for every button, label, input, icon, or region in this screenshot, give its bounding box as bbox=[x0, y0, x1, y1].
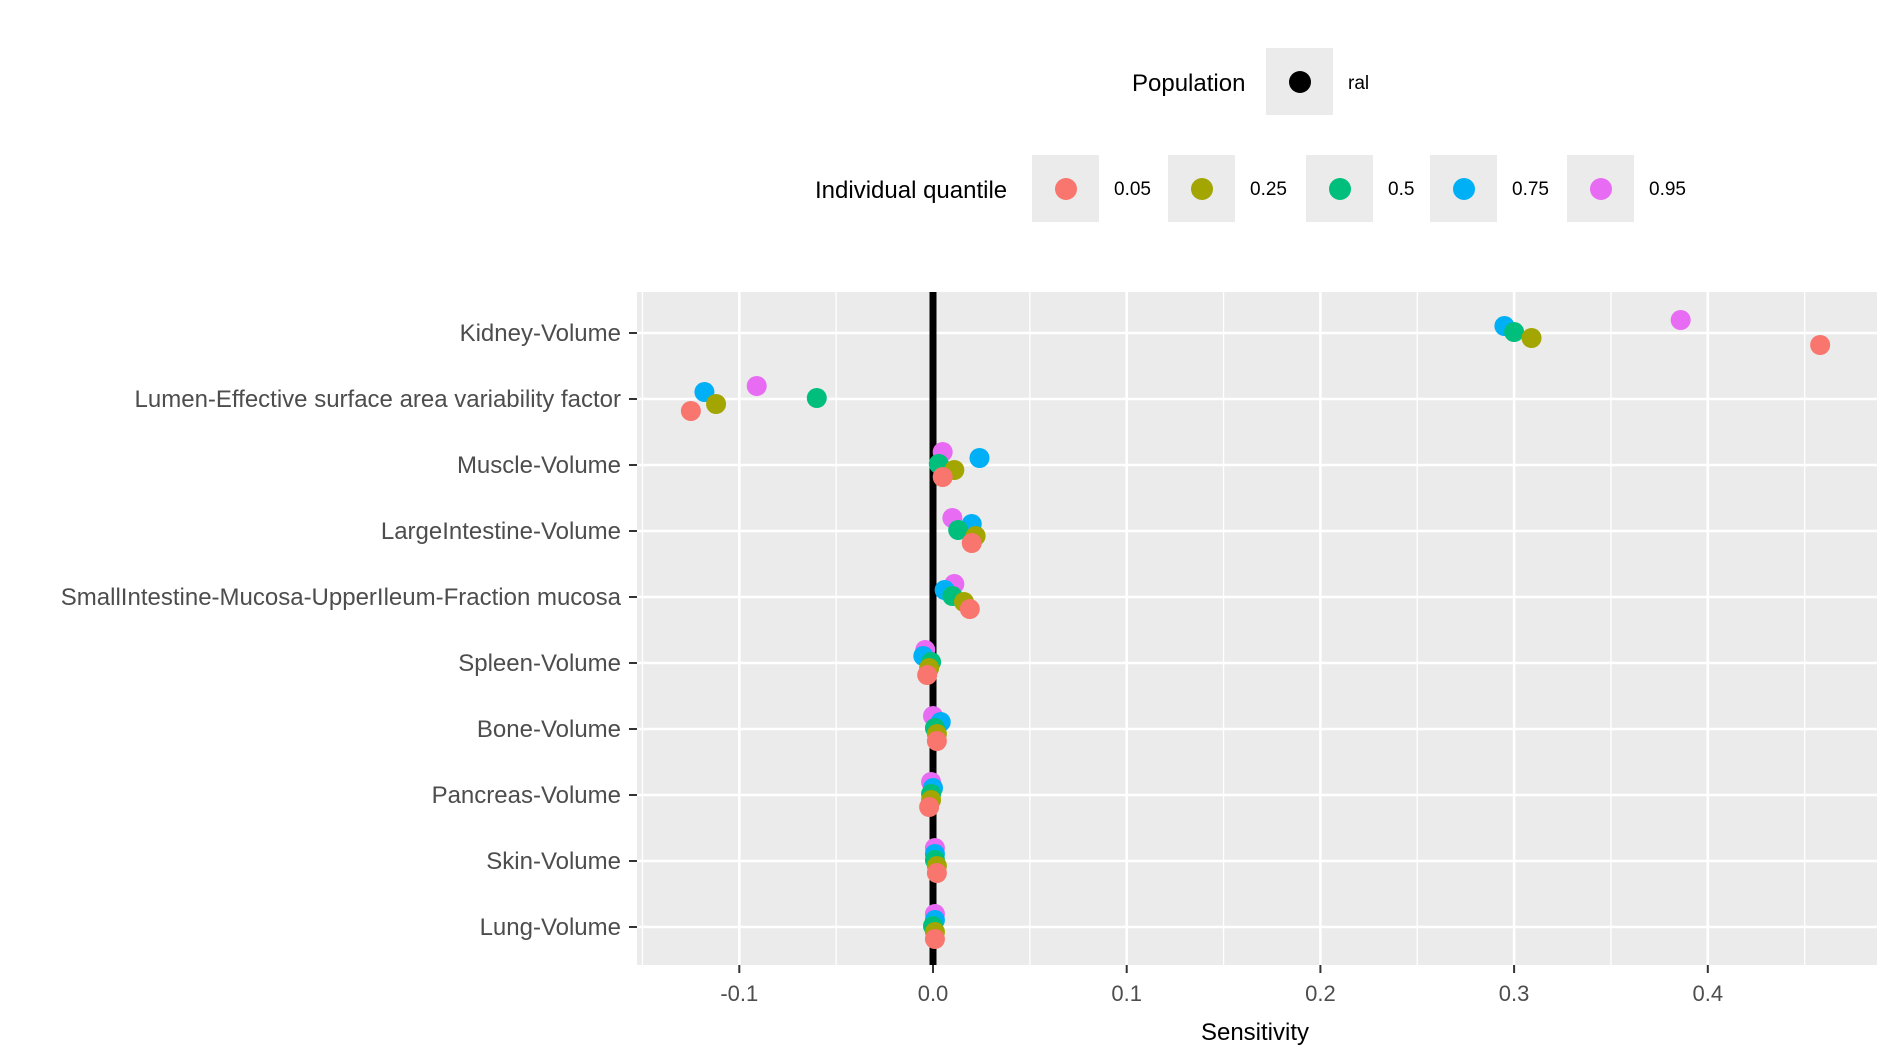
y-tick-label: Skin-Volume bbox=[486, 848, 621, 875]
legend-quantile-title: Individual quantile bbox=[815, 177, 1008, 204]
point-q0.05 bbox=[917, 665, 938, 685]
legend-quantile-key-0.5 bbox=[1306, 155, 1373, 222]
point-q0.05 bbox=[959, 599, 980, 619]
point-q0.25 bbox=[706, 394, 727, 414]
x-tick-label: 0.1 bbox=[1111, 981, 1142, 1006]
legend-dot-0.95 bbox=[1589, 177, 1612, 200]
legend-quantile-key-0.95 bbox=[1567, 155, 1634, 222]
point-q0.95 bbox=[746, 376, 767, 396]
point-q0.75 bbox=[969, 448, 990, 468]
point-q0.05 bbox=[932, 467, 953, 487]
data-points bbox=[680, 310, 1831, 949]
y-tick-label: Lung-Volume bbox=[480, 914, 621, 941]
x-tick-label: 0.0 bbox=[918, 981, 949, 1006]
point-q0.05 bbox=[1810, 335, 1831, 355]
point-q0.5 bbox=[1504, 322, 1525, 342]
y-tick-label: SmallIntestine-Mucosa-UpperIleum-Fractio… bbox=[61, 584, 622, 611]
legend-population-title: Population bbox=[1132, 70, 1246, 97]
legend-quantile-label-0.95: 0.95 bbox=[1649, 179, 1686, 200]
y-tick-label: Muscle-Volume bbox=[457, 452, 621, 479]
legend-dot-0.25 bbox=[1190, 177, 1213, 200]
y-tick-label: Bone-Volume bbox=[477, 716, 621, 743]
y-tick-label: LargeIntestine-Volume bbox=[381, 518, 621, 545]
point-q0.5 bbox=[806, 388, 827, 408]
x-tick-label: 0.4 bbox=[1693, 981, 1724, 1006]
legend-dot-0.05 bbox=[1054, 177, 1077, 200]
legend-population-key bbox=[1266, 48, 1333, 115]
legend-quantile-label-0.5: 0.5 bbox=[1388, 179, 1415, 200]
point-q0.05 bbox=[926, 863, 947, 883]
legend-population-label: ral bbox=[1348, 73, 1370, 94]
legend-quantile-label-0.75: 0.75 bbox=[1512, 179, 1549, 200]
legend-dot-0.5 bbox=[1328, 177, 1351, 200]
legend-dot-ral bbox=[1288, 70, 1311, 93]
legend-quantile-key-0.05 bbox=[1032, 155, 1099, 222]
x-tick-label: 0.2 bbox=[1305, 981, 1336, 1006]
point-q0.5 bbox=[948, 520, 969, 540]
y-tick-label: Lumen-Effective surface area variability… bbox=[135, 386, 621, 413]
legend-quantile-key-0.75 bbox=[1430, 155, 1497, 222]
legend-dot-0.75 bbox=[1452, 177, 1475, 200]
point-q0.25 bbox=[1521, 328, 1542, 348]
plot-panel bbox=[637, 292, 1877, 965]
legend-quantile-label-0.05: 0.05 bbox=[1114, 179, 1151, 200]
x-tick-label: -0.1 bbox=[720, 981, 758, 1006]
grid-major bbox=[637, 292, 1877, 965]
point-q0.05 bbox=[680, 401, 701, 421]
point-q0.05 bbox=[919, 797, 940, 817]
x-axis: -0.1 0.0 0.1 0.2 0.3 0.4 bbox=[720, 965, 1723, 1006]
point-q0.05 bbox=[961, 533, 982, 553]
point-q0.05 bbox=[924, 929, 945, 949]
legend-quantile-label-0.25: 0.25 bbox=[1250, 179, 1287, 200]
y-axis: Kidney-Volume Lumen-Effective surface are… bbox=[61, 320, 637, 941]
grid-minor bbox=[641, 292, 1806, 965]
x-axis-title: Sensitivity bbox=[1201, 1019, 1309, 1046]
x-tick-label: 0.3 bbox=[1499, 981, 1530, 1006]
point-q0.95 bbox=[1670, 310, 1691, 330]
y-tick-label: Spleen-Volume bbox=[458, 650, 621, 677]
point-q0.05 bbox=[926, 731, 947, 751]
y-tick-label: Kidney-Volume bbox=[460, 320, 621, 347]
y-tick-label: Pancreas-Volume bbox=[432, 782, 621, 809]
legend-quantile-key-0.25 bbox=[1168, 155, 1235, 222]
